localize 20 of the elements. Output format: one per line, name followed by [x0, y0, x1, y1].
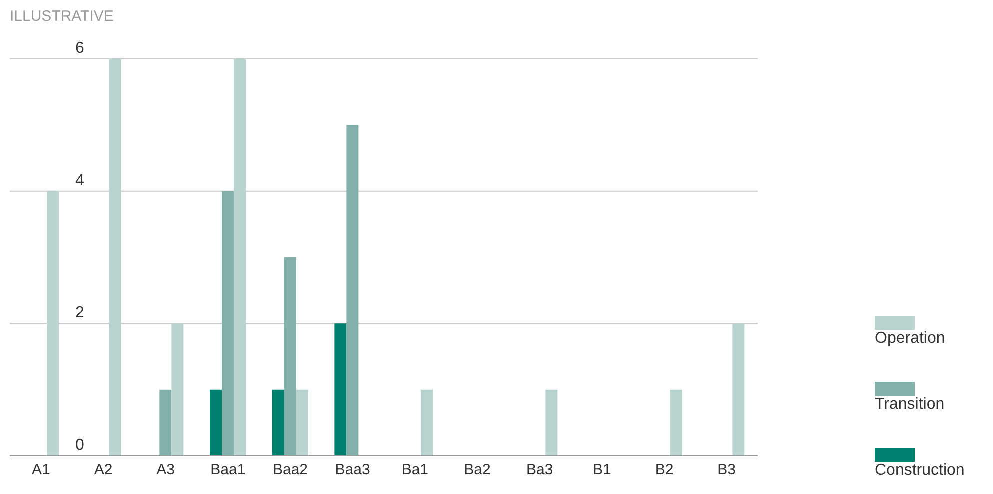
- x-tick-label: Ba3: [526, 462, 554, 479]
- x-tick-label: Baa1: [210, 462, 246, 479]
- x-tick-label: B2: [655, 462, 674, 479]
- x-tick-label: Baa2: [272, 462, 308, 479]
- y-tick-label: 2: [76, 304, 85, 322]
- legend-label: Construction: [875, 462, 966, 480]
- legend-label: Transition: [875, 396, 946, 414]
- chart-title: ILLUSTRATIVE: [10, 8, 114, 25]
- y-tick-label: 0: [76, 437, 85, 454]
- x-tick-label: B1: [592, 462, 612, 479]
- x-tick-label: A1: [32, 462, 50, 479]
- x-tick-label: Ba2: [464, 462, 491, 479]
- legend-label: Operation: [875, 330, 946, 348]
- y-tick-label: 6: [76, 40, 85, 57]
- y-tick-label: 4: [76, 172, 85, 190]
- x-tick-label: A3: [156, 462, 176, 479]
- x-tick-label: A2: [94, 462, 113, 479]
- x-tick-label: B3: [718, 462, 736, 479]
- x-tick-label: Ba1: [402, 462, 429, 479]
- x-tick-label: Baa3: [335, 462, 370, 479]
